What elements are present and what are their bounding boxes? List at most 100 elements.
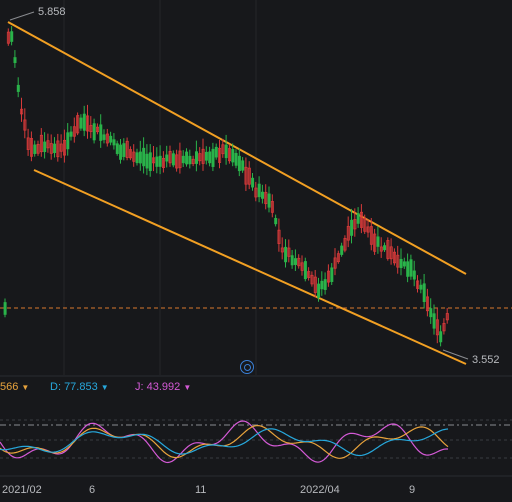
candle-body [396,254,400,268]
x-tick: 2022/04 [300,484,340,496]
candle-body [224,144,228,159]
candle-body [102,134,106,140]
candle-body [122,143,126,157]
candle-body [241,160,245,171]
candle-body [277,229,281,244]
x-tick: 6 [89,484,96,496]
candle-body [171,153,175,166]
kdj-d-value: D: 77.853 ▼ [50,381,109,393]
candle-body [92,123,96,141]
candle-body [201,148,205,164]
x-tick: 11 [195,484,207,496]
candle-body [135,152,139,164]
candle-body [383,245,387,251]
candle-body [185,151,189,165]
candle-body [346,225,350,241]
candle-body [429,308,433,318]
candle-body [340,245,344,255]
candle-body [99,124,103,141]
candle-body [138,151,142,164]
low-price-label: 3.552 [472,354,500,366]
candle-body [293,258,297,265]
candle-body [198,153,202,162]
candle-body [72,126,76,137]
candle-body [218,147,222,163]
candle-body [439,331,443,343]
candle-body [3,302,7,315]
candle-body [188,155,192,165]
candle-body [376,236,380,247]
candle-body [432,313,436,329]
candle-body [39,134,43,153]
candle-body [96,126,100,133]
candle-body [132,151,136,162]
candle-body [445,313,449,321]
candle-body [300,262,304,271]
candle-body [290,255,294,266]
candle-body [422,283,426,302]
kdj-j-line [0,420,448,464]
low-price-leader [442,349,469,360]
candle-body [53,143,57,154]
candle-body [366,226,370,233]
candle-body [79,117,83,129]
candle-body [155,156,159,167]
candle-body [419,284,423,290]
x-tick: 9 [409,484,416,496]
candle-body [175,154,179,169]
candle-body [168,151,172,164]
candle-body [435,319,439,336]
candle-body [56,140,60,158]
candle-body [115,143,119,154]
kdj-d-line [0,428,449,457]
candle-body [86,115,90,132]
candle-body [105,133,109,144]
high-price-leader [9,11,35,21]
candle-body [323,279,327,290]
candle-body [109,135,113,143]
candle-body [336,253,340,263]
kdj-k-value: 566 ▼ [0,381,30,393]
candle-body [392,251,396,264]
candle-body [284,246,288,263]
candle-body [10,31,14,42]
candle-body [303,261,307,280]
candle-body [82,113,86,131]
candle-body [260,191,264,199]
kdj-j-value: J: 43.992 ▼ [135,381,192,393]
high-price-label: 5.858 [38,6,66,18]
candle-body [343,238,347,251]
candle-body [29,138,33,157]
candle-body [119,144,123,160]
candle-body [191,158,195,165]
candle-body [373,233,377,252]
candle-body [326,270,330,283]
candle-body [369,226,373,245]
candle-body [379,246,383,252]
candle-body [251,177,255,188]
candle-body [399,258,403,269]
candle-body [409,259,413,277]
channel-lower-line [33,169,467,365]
candle-body [165,154,169,162]
candle-body [69,131,73,137]
candle-body [148,152,152,172]
candle-body [23,119,27,131]
candle-body [264,191,268,205]
candle-body [363,218,367,232]
candle-body [208,151,212,164]
candle-body [267,193,271,208]
candle-body [161,157,165,168]
candle-body [36,143,40,154]
target-icon[interactable] [240,360,254,374]
candle-body [317,283,321,298]
candle-body [442,322,446,332]
candle-body [356,213,360,224]
candle-body [402,261,406,267]
candle-body [181,155,185,164]
candle-body [142,147,146,167]
candle-body [359,211,363,228]
candle-body [63,139,67,156]
